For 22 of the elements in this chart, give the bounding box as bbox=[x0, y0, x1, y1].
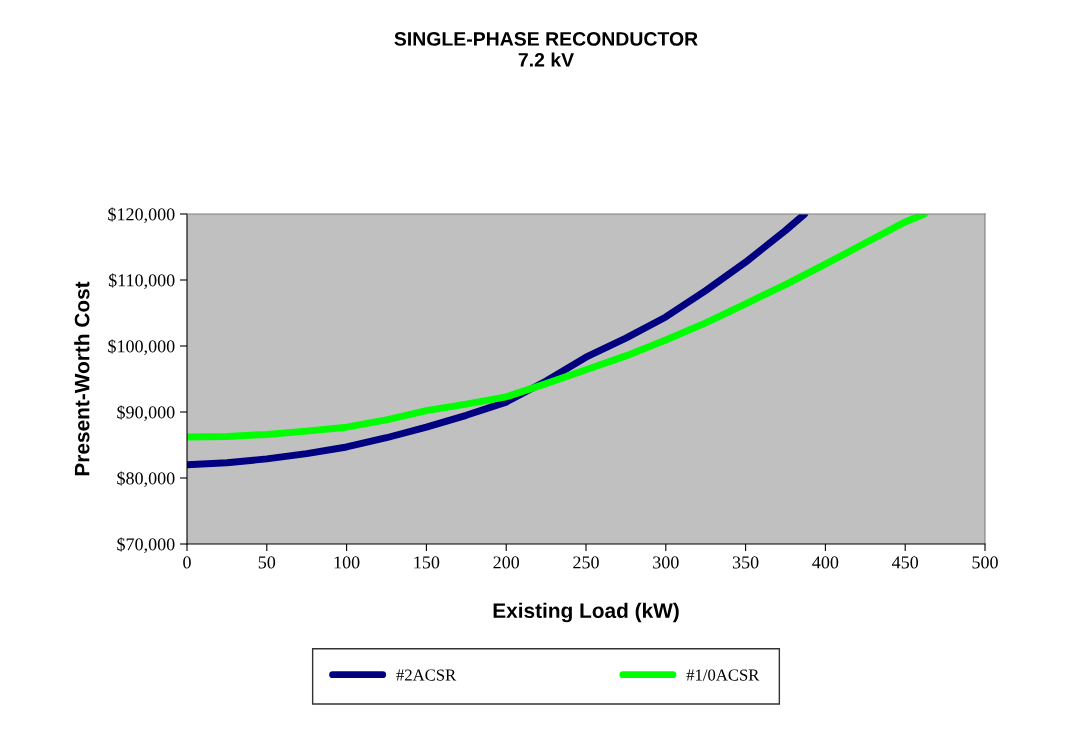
y-tick-label: $90,000 bbox=[117, 405, 175, 422]
chart-title: SINGLE-PHASE RECONDUCTOR 7.2 kV bbox=[394, 32, 698, 67]
x-tick-label: 200 bbox=[493, 556, 520, 569]
y-axis-title: Present-Worth Cost bbox=[74, 281, 90, 476]
x-tick-label: 100 bbox=[334, 556, 360, 569]
x-tick-label: 400 bbox=[812, 556, 839, 569]
x-axis-title: Existing Load (kW) bbox=[493, 602, 679, 623]
x-tick-label: 150 bbox=[414, 556, 440, 569]
y-tick-label: $80,000 bbox=[117, 471, 175, 488]
x-tick-label: 500 bbox=[972, 556, 998, 569]
y-tick-label: $70,000 bbox=[117, 537, 175, 554]
y-tick-label: $120,000 bbox=[108, 207, 175, 224]
legend-label: #1/0ACSR bbox=[686, 669, 760, 681]
x-tick-label: 250 bbox=[573, 556, 599, 569]
y-tick-label: $110,000 bbox=[108, 273, 175, 290]
x-tick-label: 450 bbox=[892, 556, 919, 569]
x-tick-label: 350 bbox=[732, 556, 759, 569]
x-tick-label: 300 bbox=[653, 556, 679, 569]
y-tick-label: $100,000 bbox=[108, 339, 175, 356]
x-tick-label: 0 bbox=[183, 556, 191, 569]
x-tick-label: 50 bbox=[258, 556, 276, 569]
legend-label: #2ACSR bbox=[396, 669, 457, 681]
